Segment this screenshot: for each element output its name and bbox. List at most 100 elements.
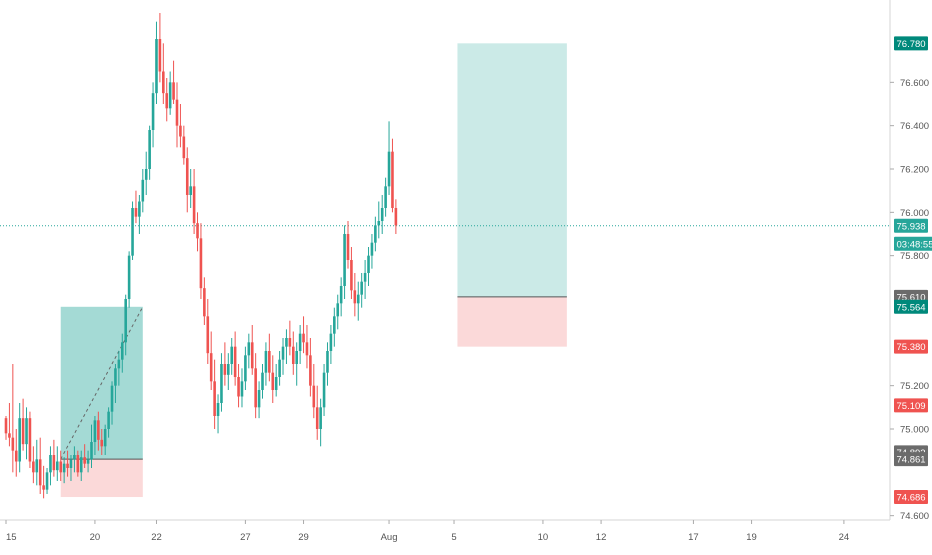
candle-body bbox=[265, 351, 268, 373]
candle-body bbox=[90, 442, 93, 459]
candle-body bbox=[8, 433, 11, 437]
candle-body bbox=[138, 202, 141, 217]
candle-body bbox=[354, 290, 357, 303]
candle-body bbox=[107, 412, 110, 429]
candle-body bbox=[213, 381, 216, 416]
candle-body bbox=[97, 420, 100, 440]
candle-body bbox=[282, 347, 285, 360]
candle-body bbox=[183, 137, 186, 159]
candle-body bbox=[131, 208, 134, 256]
candle-body bbox=[142, 180, 145, 202]
candle-body bbox=[114, 368, 117, 385]
candle-body bbox=[179, 126, 182, 137]
price-tag-label: 75.938 bbox=[897, 221, 926, 232]
candle-body bbox=[227, 364, 230, 375]
candle-body bbox=[22, 418, 25, 444]
candle-body bbox=[46, 472, 49, 489]
candle-body bbox=[118, 360, 121, 369]
price-tag: 75.380 bbox=[894, 340, 928, 354]
candle-body bbox=[193, 186, 196, 223]
candle-down[interactable] bbox=[29, 412, 32, 468]
candle-body bbox=[162, 72, 165, 94]
candle-body bbox=[285, 338, 288, 347]
price-tag: 76.780 bbox=[894, 36, 928, 50]
candle-body bbox=[172, 82, 175, 99]
candle-body bbox=[135, 208, 138, 217]
price-tag-label: 76.780 bbox=[897, 39, 926, 50]
candle-body bbox=[176, 100, 179, 126]
candle-body bbox=[77, 455, 80, 472]
candle-body bbox=[94, 420, 97, 442]
y-tick-label: 76.000 bbox=[900, 208, 929, 219]
candle-body bbox=[12, 438, 15, 451]
candle-body bbox=[169, 82, 172, 108]
candle-body bbox=[367, 256, 370, 273]
candle-body bbox=[63, 464, 66, 473]
candle-body bbox=[220, 364, 223, 403]
candle-body bbox=[302, 334, 305, 343]
candle-body bbox=[271, 373, 274, 390]
x-tick-label: 24 bbox=[839, 532, 850, 543]
price-tag-label: 03:48:55 bbox=[897, 239, 932, 250]
candle-up[interactable] bbox=[131, 202, 134, 261]
price-tag-label: 75.564 bbox=[897, 302, 926, 313]
candle-body bbox=[159, 39, 162, 72]
candle-body bbox=[128, 256, 131, 299]
price-tag-label: 74.686 bbox=[897, 493, 926, 504]
candle-body bbox=[124, 299, 127, 342]
candle-body bbox=[121, 342, 124, 359]
candle-body bbox=[59, 462, 62, 473]
candle-body bbox=[391, 152, 394, 208]
candle-body bbox=[5, 418, 8, 433]
candle-body bbox=[56, 462, 59, 471]
x-tick-label: 12 bbox=[596, 532, 607, 543]
candle-body bbox=[309, 355, 312, 385]
x-tick-label: 15 bbox=[6, 532, 17, 543]
candle-body bbox=[330, 334, 333, 351]
candle-body bbox=[42, 485, 45, 489]
candle-body bbox=[217, 403, 220, 416]
candle-body bbox=[15, 451, 18, 462]
y-tick-label: 75.000 bbox=[900, 425, 929, 436]
loss-zone[interactable] bbox=[61, 459, 143, 497]
candle-body bbox=[364, 273, 367, 282]
candle-body bbox=[292, 347, 295, 364]
price-tag-label: 75.380 bbox=[897, 342, 926, 353]
candle-body bbox=[152, 93, 155, 130]
candle-body bbox=[258, 390, 261, 407]
profit-zone[interactable] bbox=[457, 43, 566, 297]
candle-body bbox=[371, 243, 374, 256]
price-tag-label: 74.861 bbox=[897, 455, 926, 466]
loss-zone[interactable] bbox=[457, 297, 566, 347]
candle-body bbox=[49, 455, 52, 472]
candle-body bbox=[295, 351, 298, 364]
candle-body bbox=[360, 282, 363, 295]
candle-body bbox=[251, 342, 254, 368]
candle-body bbox=[350, 260, 353, 290]
candle-body bbox=[70, 459, 73, 468]
candle-body bbox=[155, 39, 158, 93]
candle-body bbox=[323, 373, 326, 408]
price-tag: 74.861 bbox=[894, 452, 928, 466]
x-tick-label: 5 bbox=[451, 532, 456, 543]
price-tag: 75.938 bbox=[894, 219, 928, 233]
candle-body bbox=[384, 186, 387, 208]
candle-body bbox=[374, 225, 377, 242]
candle-body bbox=[275, 377, 278, 390]
candle-body bbox=[234, 347, 237, 377]
x-tick-label: 27 bbox=[240, 532, 251, 543]
candle-body bbox=[111, 386, 114, 412]
candle-body bbox=[148, 130, 151, 169]
x-tick-label: 10 bbox=[538, 532, 549, 543]
candle-body bbox=[230, 347, 233, 364]
candle-body bbox=[203, 288, 206, 316]
candle-body bbox=[388, 152, 391, 187]
candle-body bbox=[278, 360, 281, 377]
y-tick-label: 75.800 bbox=[900, 251, 929, 262]
candle-body bbox=[319, 407, 322, 429]
candle-body bbox=[189, 186, 192, 195]
candle-body bbox=[32, 462, 35, 473]
price-tag: 75.564 bbox=[894, 300, 928, 314]
